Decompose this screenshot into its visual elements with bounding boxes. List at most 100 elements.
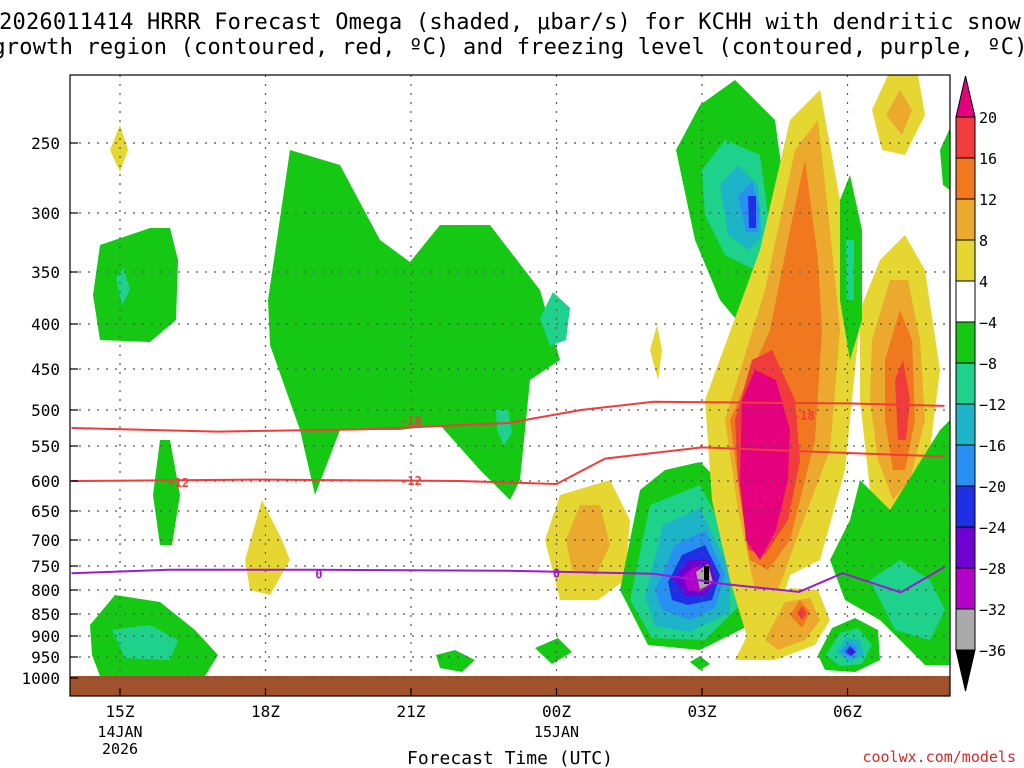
x-tick-label-03Z: 03Z xyxy=(688,702,717,721)
title-line-2: growth region (contoured, red, ºC) and f… xyxy=(0,35,1024,60)
omega-region-6 xyxy=(116,268,130,305)
omega-region-42 xyxy=(895,360,910,440)
y-tick-label-850: 850 xyxy=(31,605,60,624)
colorbar-bin-4 xyxy=(955,239,976,282)
contour-label-5: 0 xyxy=(315,568,322,582)
omega-region-1 xyxy=(268,150,560,500)
x-tick-label-06Z: 06Z xyxy=(833,702,862,721)
gridlines xyxy=(70,75,950,679)
y-tick-label-450: 450 xyxy=(31,360,60,379)
omega-region-5 xyxy=(93,228,178,342)
terrain-ground xyxy=(70,676,950,696)
colorbar-label-5: 4 xyxy=(979,273,988,291)
contour-freezing-level xyxy=(71,566,946,594)
colorbar-label-10: −20 xyxy=(979,478,1006,496)
contour-label-4: -12 xyxy=(400,474,422,488)
omega-region-57 xyxy=(797,606,807,620)
omega-shading xyxy=(90,75,950,676)
x-date-label-0-1: 2026 xyxy=(102,740,138,758)
credit-text: coolwx.com/models xyxy=(862,748,1016,766)
contour-label-1: -18 xyxy=(400,414,422,428)
colorbar-label-8: −12 xyxy=(979,396,1006,414)
temperature-contours: -18 -18 -12 -12 0 0 xyxy=(71,400,946,594)
y-tick-label-950: 950 xyxy=(31,648,60,667)
y-tick-label-250: 250 xyxy=(31,134,60,153)
colorbar-bin-6 xyxy=(955,321,976,364)
colorbar-bin-9 xyxy=(955,444,976,487)
x-tick-label-00Z: 00Z xyxy=(542,702,571,721)
omega-region-47 xyxy=(870,560,945,640)
colorbar-label-7: −8 xyxy=(979,355,997,373)
y-tick-label-500: 500 xyxy=(31,401,60,420)
omega-region-13 xyxy=(535,638,572,664)
plot-area: -18 -18 -12 -12 0 0 xyxy=(69,74,951,697)
x-tick-label-21Z: 21Z xyxy=(397,702,426,721)
colorbar-bin-2 xyxy=(955,157,976,200)
y-tick-label-900: 900 xyxy=(31,627,60,646)
omega-region-36 xyxy=(740,370,790,560)
contour-label-6: 0 xyxy=(553,567,560,581)
colorbar-label-9: −16 xyxy=(979,437,1006,455)
colorbar-label-1: 20 xyxy=(979,109,997,127)
omega-region-2 xyxy=(540,292,570,346)
colorbar-bin-10 xyxy=(955,485,976,528)
y-tick-label-750: 750 xyxy=(31,557,60,576)
colorbar-label-3: 12 xyxy=(979,191,997,209)
contour-dgz-lower xyxy=(71,446,945,485)
y-tick-label-400: 400 xyxy=(31,315,60,334)
contour-label-2: -18 xyxy=(793,409,815,423)
colorbar-bin-7 xyxy=(955,362,976,405)
y-tick-label-300: 300 xyxy=(31,204,60,223)
omega-region-45 xyxy=(940,128,950,190)
omega-region-16 xyxy=(650,325,662,380)
colorbar-label-13: −32 xyxy=(979,601,1006,619)
y-tick-label-600: 600 xyxy=(31,472,60,491)
colorbar-bin-11 xyxy=(955,526,976,569)
colorbar-label-12: −28 xyxy=(979,560,1006,578)
omega-region-53 xyxy=(848,649,854,654)
omega-region-15 xyxy=(566,505,610,575)
colorbar: 20 16 12 8 4 −4 −8 −12 −16 −20 −24 −28 −32 −36 xyxy=(955,75,1006,692)
omega-region-8 xyxy=(153,440,180,545)
x-axis-title: Forecast Time (UTC) xyxy=(407,748,613,768)
colorbar-bin-13 xyxy=(955,608,976,651)
y-axis: 250 300 350 400 450 500 550 600 650 700 750 800 850 9… xyxy=(21,134,78,688)
omega-region-4 xyxy=(496,410,512,446)
colorbar-label-6: −4 xyxy=(979,314,997,332)
omega-region-12 xyxy=(436,650,475,672)
colorbar-bin-12 xyxy=(955,567,976,610)
colorbar-bin-5 xyxy=(955,280,976,323)
omega-region-31 xyxy=(748,196,756,228)
contour-label-3: -12 xyxy=(167,476,189,490)
colorbar-label-14: −36 xyxy=(979,642,1006,660)
plot-frame xyxy=(69,74,951,697)
y-tick-label-650: 650 xyxy=(31,502,60,521)
colorbar-label-2: 16 xyxy=(979,150,997,168)
colorbar-bin-8 xyxy=(955,403,976,446)
x-date-label-0-0: 14JAN xyxy=(97,723,142,741)
colorbar-bin-bottom xyxy=(955,649,976,692)
contour-dgz-upper xyxy=(71,400,945,433)
y-tick-label-1000: 1000 xyxy=(21,669,60,688)
y-tick-label-800: 800 xyxy=(31,581,60,600)
omega-region-26 xyxy=(690,656,710,670)
title-line-1: 2026011414 HRRR Forecast Omega (shaded, … xyxy=(0,10,1021,35)
x-date-label-3-0: 15JAN xyxy=(534,723,579,741)
y-tick-label-700: 700 xyxy=(31,531,60,550)
colorbar-bin-1 xyxy=(955,116,976,159)
omega-region-9 xyxy=(245,500,290,595)
omega-region-38 xyxy=(886,90,912,135)
omega-region-25 xyxy=(704,566,709,584)
omega-region-11 xyxy=(112,625,178,660)
colorbar-bin-top xyxy=(955,75,976,118)
x-tick-label-15Z: 15Z xyxy=(106,702,135,721)
colorbar-bin-3 xyxy=(955,198,976,241)
x-tick-label-18Z: 18Z xyxy=(251,702,280,721)
colorbar-label-4: 8 xyxy=(979,232,988,250)
y-tick-label-550: 550 xyxy=(31,437,60,456)
y-tick-label-350: 350 xyxy=(31,263,60,282)
omega-region-7 xyxy=(110,125,128,172)
colorbar-label-11: −24 xyxy=(979,519,1006,537)
